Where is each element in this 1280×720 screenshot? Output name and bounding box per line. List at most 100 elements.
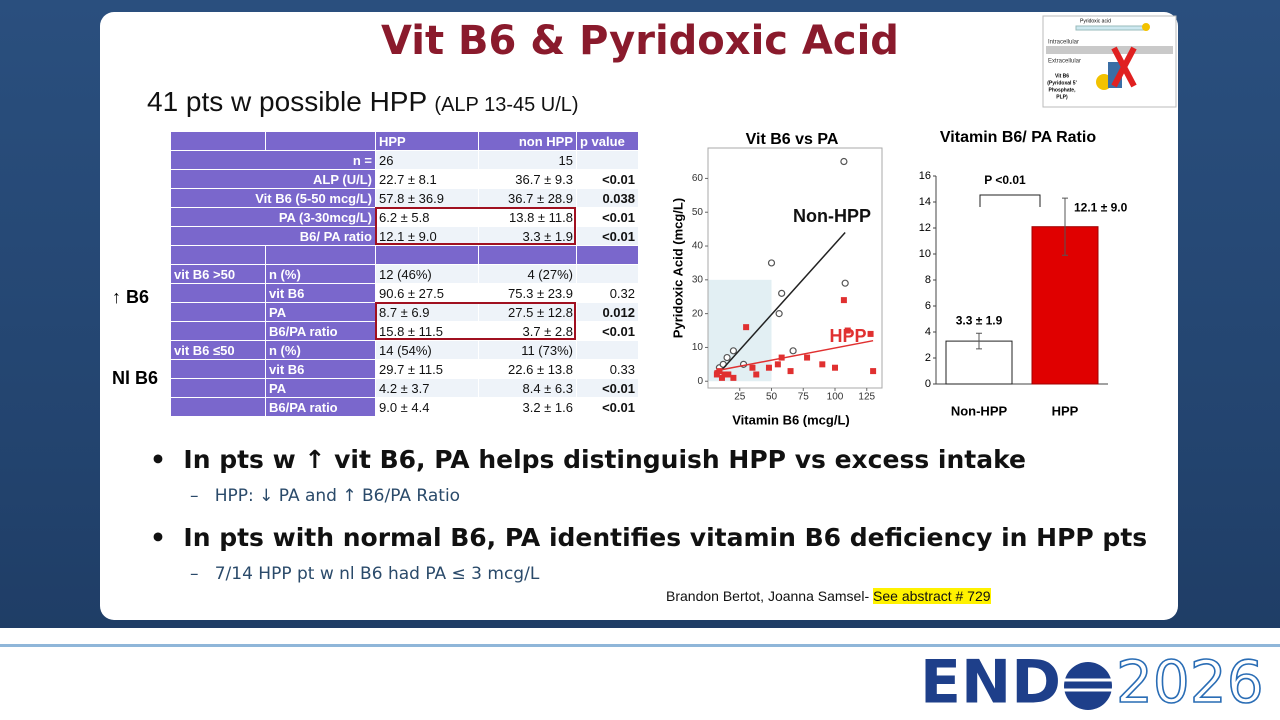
table-cell: 12.1 ± 9.0	[375, 226, 479, 246]
table-cell: 3.3 ± 1.9	[478, 226, 577, 246]
table-cell	[576, 245, 639, 265]
block-mark	[1111, 46, 1137, 88]
point	[716, 368, 723, 375]
table-cell: vit B6	[265, 359, 376, 379]
table-cell: 15	[478, 150, 577, 170]
y-tick-label: 10	[692, 342, 704, 353]
table-cell	[170, 245, 266, 265]
figure-text: Vit B6	[1055, 73, 1069, 79]
point	[718, 374, 725, 381]
x-tick-label: Non-HPP	[951, 403, 1008, 418]
table-row: B6/PA ratio 15.8 ± 11.5 3.7 ± 2.8 <0.01	[170, 321, 639, 341]
point	[775, 310, 783, 318]
fit-line	[720, 232, 846, 372]
point	[840, 157, 848, 166]
table-cell: 11 (73%)	[478, 340, 577, 360]
value-label: 12.1 ± 9.0	[1074, 200, 1128, 214]
table-cell	[576, 264, 639, 284]
table-cell	[170, 378, 266, 398]
y-tick-label: 16	[919, 170, 931, 182]
sub-bullet-text: 7/14 HPP pt w nl B6 had PA ≤ 3 mcg/L	[214, 564, 540, 584]
bullet: • In pts with normal B6, PA identifies v…	[150, 523, 1148, 552]
bullet: • In pts w ↑ vit B6, PA helps distinguis…	[150, 445, 1027, 474]
results-table: HPP non HPP p value n = 26 15 ALP (U/L) 22.7 ± …	[170, 131, 639, 417]
x-tick-label: 125	[858, 392, 875, 403]
table-cell: <0.01	[576, 321, 639, 341]
point	[749, 364, 756, 371]
series-annotation: HPP	[829, 326, 866, 346]
figure-text: PLP)	[1056, 94, 1068, 100]
y-tick-label: 60	[692, 173, 704, 184]
y-tick-label: 40	[692, 241, 704, 252]
subtitle-note: (ALP 13-45 U/L)	[434, 94, 579, 116]
x-axis-label: Vitamin B6 (mcg/L)	[732, 412, 850, 427]
table-cell: B6/PA ratio	[265, 321, 376, 341]
x-tick-label: 50	[766, 392, 778, 403]
point	[841, 279, 849, 287]
y-tick-label: 50	[692, 207, 704, 218]
table-cell: non HPP	[478, 131, 577, 151]
point	[721, 371, 728, 378]
table-cell	[265, 245, 376, 265]
table-row: vit B6 29.7 ± 11.5 22.6 ± 13.8 0.33	[170, 359, 639, 379]
table-cell: Vit B6 (5-50 mcg/L)	[170, 188, 376, 208]
point	[840, 297, 847, 304]
table-cell: B6/PA ratio	[265, 397, 376, 417]
table-row: HPP non HPP p value	[170, 131, 639, 151]
table-cell: <0.01	[576, 378, 639, 398]
point	[774, 361, 781, 368]
bullet-text: In pts with normal B6, PA identifies vit…	[183, 523, 1148, 552]
side-label: ↑ B6	[112, 287, 150, 307]
y-axis-label: Pyridoxic Acid (mcg/L)	[670, 198, 685, 338]
y-tick-label: 8	[925, 274, 931, 286]
point	[725, 371, 732, 378]
table-cell: <0.01	[576, 207, 639, 227]
table-row: vit B6 >50 n (%) 12 (46%) 4 (27%)	[170, 264, 639, 284]
x-tick-label: HPP	[1052, 403, 1079, 418]
table-cell: 29.7 ± 11.5	[375, 359, 479, 379]
y-tick-label: 0	[697, 376, 703, 387]
fit-line	[714, 339, 874, 372]
footer-line	[0, 644, 1280, 647]
table-cell: 13.8 ± 11.8	[478, 207, 577, 227]
figure-text: Pyridoxic acid	[1080, 18, 1111, 24]
value-label: 3.3 ± 1.9	[956, 313, 1003, 327]
table-row	[170, 245, 639, 265]
point	[787, 368, 794, 375]
y-tick-label: 6	[925, 300, 931, 312]
y-tick-label: 4	[925, 326, 931, 338]
figure-text: Intracellular	[1048, 40, 1079, 46]
table-cell: 75.3 ± 23.9	[478, 283, 577, 303]
table-row: PA 4.2 ± 3.7 8.4 ± 6.3 <0.01	[170, 378, 639, 398]
table-cell: 3.2 ± 1.6	[478, 397, 577, 417]
y-tick-label: 10	[919, 248, 931, 260]
point	[870, 368, 877, 375]
x-tick-label: 100	[827, 392, 844, 403]
y-tick-label: 20	[692, 308, 704, 319]
point	[723, 353, 731, 362]
y-tick-label: 14	[919, 196, 931, 208]
point	[765, 364, 772, 371]
x-tick-label: 75	[798, 392, 810, 403]
chart-title: Vitamin B6/ PA Ratio	[940, 129, 1096, 146]
table-cell: p value	[576, 131, 639, 151]
figure-text: Extracellular	[1048, 59, 1081, 65]
point	[713, 371, 720, 378]
sub-bullet: – 7/14 HPP pt w nl B6 had PA ≤ 3 mcg/L	[190, 564, 540, 584]
table-row: B6/PA ratio 9.0 ± 4.4 3.2 ± 1.6 <0.01	[170, 397, 639, 417]
significance-bracket	[979, 194, 1041, 207]
subtitle-main: 41 pts w possible HPP	[147, 86, 427, 117]
error-bar	[1062, 197, 1068, 256]
point	[844, 327, 851, 334]
table-cell: 0.038	[576, 188, 639, 208]
bullet-text: In pts w ↑ vit B6, PA helps distinguish …	[183, 445, 1027, 474]
chart-title: Vit B6 vs PA	[746, 131, 839, 148]
highlight-box	[375, 207, 576, 245]
y-tick-label: 12	[919, 222, 931, 234]
table-cell: 57.8 ± 36.9	[375, 188, 479, 208]
table-cell: <0.01	[576, 226, 639, 246]
table-cell: 8.7 ± 6.9	[375, 302, 479, 322]
citation-authors: Brandon Bertot, Joanna Samsel-	[666, 588, 870, 604]
table-row: Vit B6 (5-50 mcg/L) 57.8 ± 36.9 36.7 ± 28.…	[170, 188, 639, 208]
